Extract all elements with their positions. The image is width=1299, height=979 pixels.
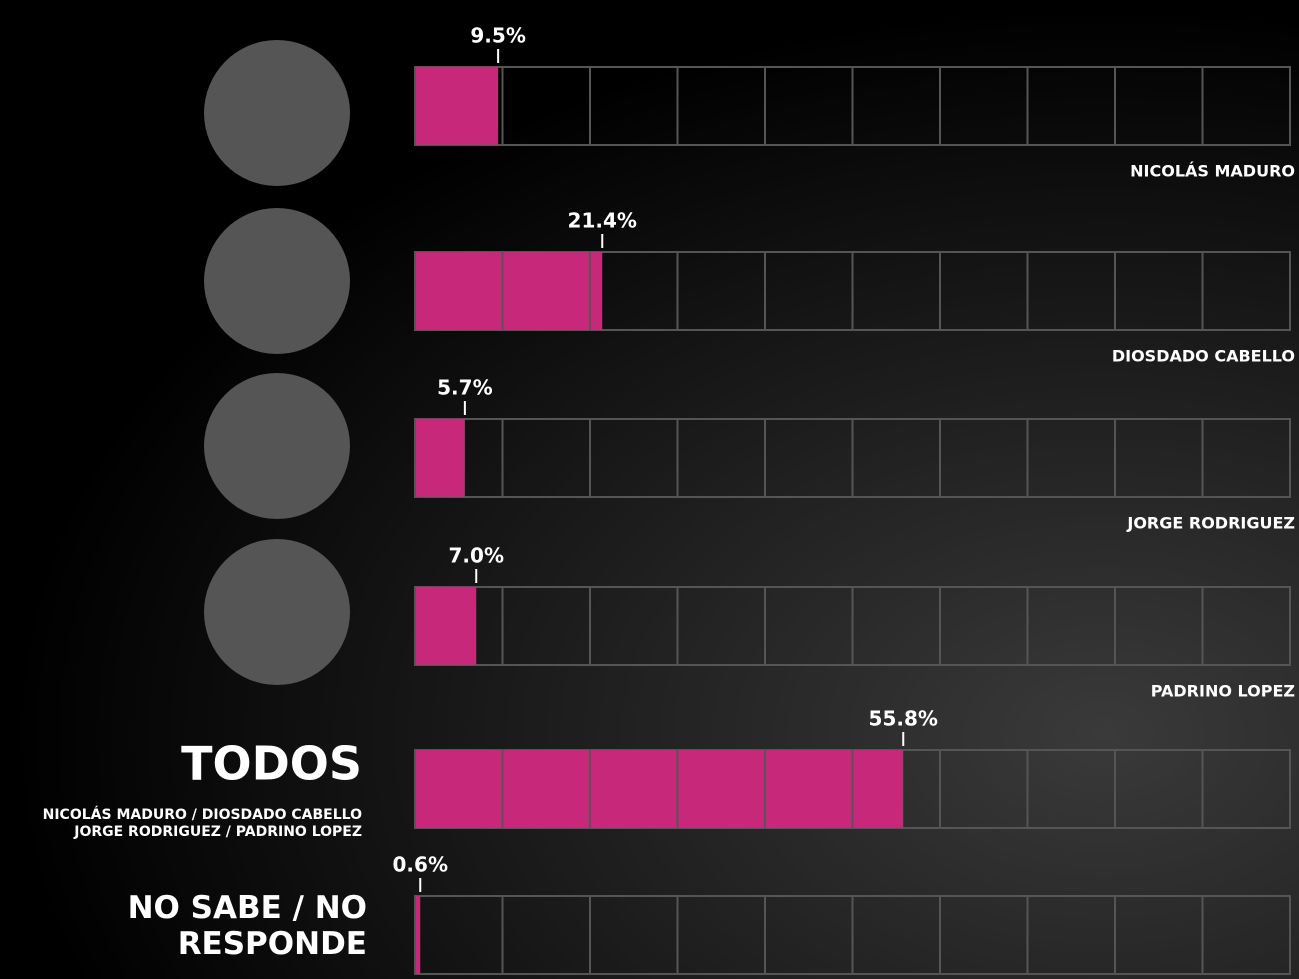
value-label: 9.5%: [470, 24, 525, 48]
todos-members: JORGE RODRIGUEZ / PADRINO LOPEZ: [73, 824, 362, 840]
value-label: 7.0%: [449, 544, 504, 568]
bar: [415, 750, 904, 828]
photo: [204, 40, 350, 186]
photos: [204, 40, 350, 685]
value-label: 21.4%: [568, 209, 637, 233]
category-label: NO SABE / NO RESPONDE: [127, 890, 367, 962]
category-label: PADRINO LOPEZ: [1151, 682, 1295, 701]
bar: [415, 252, 603, 330]
value-label: 55.8%: [869, 707, 938, 731]
bar: [415, 587, 477, 665]
todos-title: TODOS: [181, 737, 362, 791]
todos-members: NICOLÁS MADURO / DIOSDADO CABELLO: [43, 806, 362, 823]
photo: [204, 373, 350, 519]
value-label: 5.7%: [437, 376, 492, 400]
category-label: JORGE RODRIGUEZ: [1126, 514, 1295, 533]
photo: [204, 208, 350, 354]
value-label: 0.6%: [393, 853, 448, 877]
bar: [415, 67, 499, 145]
category-label: DIOSDADO CABELLO: [1112, 347, 1295, 366]
bar: [415, 419, 465, 497]
bar: [415, 896, 421, 974]
photo: [204, 539, 350, 685]
category-label: NICOLÁS MADURO: [1130, 162, 1295, 181]
